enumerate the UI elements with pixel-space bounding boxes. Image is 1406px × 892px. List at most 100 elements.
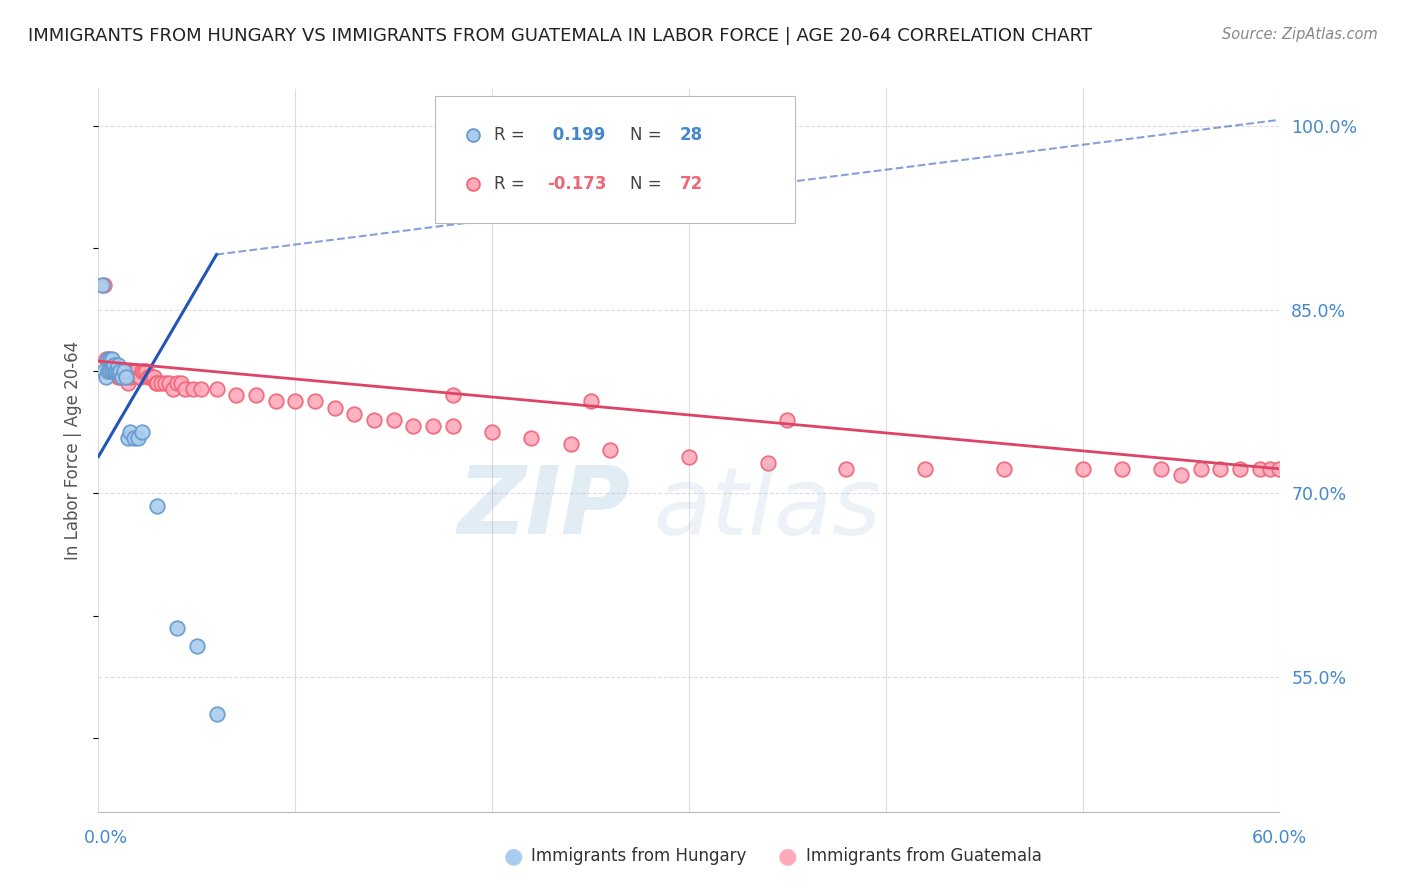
- Point: [93, 364, 115, 378]
- Point: [599, 443, 621, 458]
- Point: [101, 364, 124, 378]
- Point: [146, 376, 169, 390]
- Point: [108, 370, 131, 384]
- Point: [131, 364, 153, 378]
- Point: [127, 431, 149, 445]
- Point: [520, 431, 543, 445]
- Point: [96, 370, 118, 384]
- Point: [678, 450, 700, 464]
- Point: [776, 413, 799, 427]
- Point: [422, 419, 444, 434]
- Point: [264, 394, 287, 409]
- Point: [103, 364, 125, 378]
- Text: N =: N =: [630, 176, 666, 194]
- Point: [142, 370, 165, 384]
- Text: 0.0%: 0.0%: [83, 829, 128, 847]
- Point: [122, 431, 145, 445]
- Text: IMMIGRANTS FROM HUNGARY VS IMMIGRANTS FROM GUATEMALA IN LABOR FORCE | AGE 20-64 : IMMIGRANTS FROM HUNGARY VS IMMIGRANTS FR…: [28, 27, 1092, 45]
- Point: [1229, 462, 1251, 476]
- Text: Source: ZipAtlas.com: Source: ZipAtlas.com: [1222, 27, 1378, 42]
- Point: [560, 437, 582, 451]
- Point: [141, 370, 163, 384]
- Point: [105, 364, 128, 378]
- Point: [711, 280, 734, 294]
- Point: [136, 370, 159, 384]
- Point: [245, 388, 267, 402]
- FancyBboxPatch shape: [434, 96, 796, 223]
- Point: [1111, 462, 1133, 476]
- Point: [118, 425, 141, 439]
- Text: ●: ●: [778, 847, 797, 866]
- Point: [128, 370, 150, 384]
- Point: [97, 351, 120, 366]
- Point: [225, 388, 247, 402]
- Point: [103, 358, 125, 372]
- Point: [174, 382, 197, 396]
- Point: [117, 431, 139, 445]
- Point: [127, 370, 149, 384]
- Point: [162, 382, 184, 396]
- Point: [97, 364, 120, 378]
- Point: [107, 370, 129, 384]
- Point: [166, 376, 188, 390]
- Point: [98, 364, 121, 378]
- Point: [115, 370, 138, 384]
- Point: [96, 351, 118, 366]
- Point: [1258, 462, 1281, 476]
- Point: [138, 370, 160, 384]
- Point: [190, 382, 212, 396]
- Text: 0.199: 0.199: [547, 126, 606, 144]
- Point: [101, 364, 124, 378]
- Point: [166, 621, 188, 635]
- Point: [93, 278, 115, 293]
- Point: [343, 407, 366, 421]
- Point: [117, 376, 139, 390]
- Point: [579, 394, 602, 409]
- Point: [135, 364, 157, 378]
- Point: [481, 425, 503, 439]
- Point: [111, 364, 134, 378]
- Point: [150, 376, 173, 390]
- Text: 28: 28: [679, 126, 703, 144]
- Point: [186, 640, 208, 654]
- Point: [101, 351, 124, 366]
- Point: [323, 401, 346, 415]
- Text: 72: 72: [679, 176, 703, 194]
- Point: [382, 413, 405, 427]
- Point: [1071, 462, 1094, 476]
- Point: [111, 370, 134, 384]
- Point: [112, 364, 135, 378]
- Point: [304, 394, 326, 409]
- Text: N =: N =: [630, 126, 666, 144]
- Text: Immigrants from Hungary: Immigrants from Hungary: [531, 847, 747, 865]
- Point: [155, 376, 177, 390]
- Point: [402, 419, 425, 434]
- Point: [107, 358, 129, 372]
- Point: [107, 364, 129, 378]
- Point: [205, 706, 228, 721]
- Text: R =: R =: [494, 126, 530, 144]
- Point: [122, 364, 145, 378]
- Point: [170, 376, 193, 390]
- Text: R =: R =: [494, 176, 530, 194]
- Point: [91, 278, 114, 293]
- Y-axis label: In Labor Force | Age 20-64: In Labor Force | Age 20-64: [65, 341, 83, 560]
- Point: [105, 364, 128, 378]
- Point: [146, 499, 169, 513]
- Point: [145, 376, 167, 390]
- Point: [363, 413, 385, 427]
- Point: [121, 364, 143, 378]
- Point: [98, 351, 121, 366]
- Point: [132, 364, 155, 378]
- Point: [125, 364, 148, 378]
- Point: [181, 382, 204, 396]
- Point: [914, 462, 936, 476]
- Text: 60.0%: 60.0%: [1251, 829, 1308, 847]
- Point: [441, 388, 464, 402]
- Point: [1189, 462, 1212, 476]
- Point: [157, 376, 180, 390]
- Text: atlas: atlas: [654, 463, 882, 554]
- Point: [284, 394, 307, 409]
- Point: [131, 425, 153, 439]
- Point: [205, 382, 228, 396]
